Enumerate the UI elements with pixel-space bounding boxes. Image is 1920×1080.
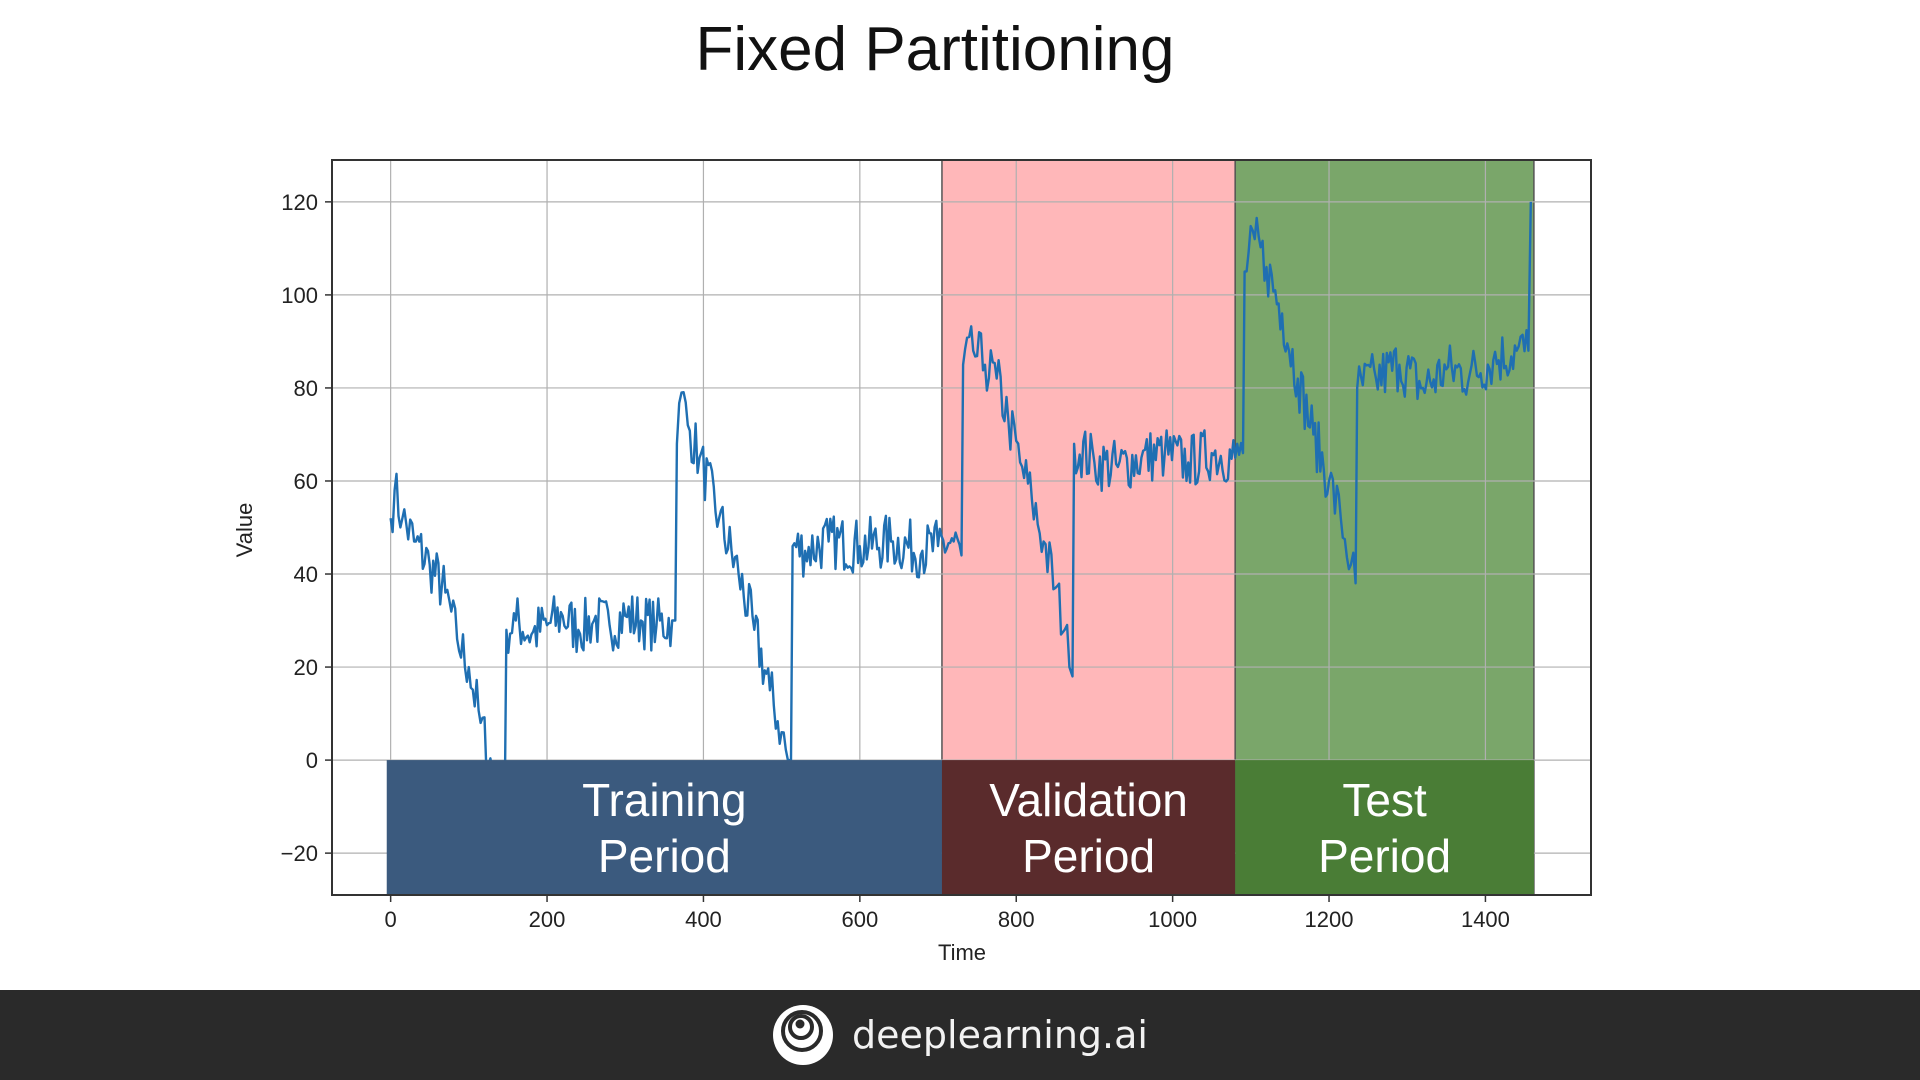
x-tick-label: 400 [685,907,722,932]
plot-frame [331,159,1592,896]
period-label-training: Training [582,774,746,826]
y-tick-label: 0 [306,748,318,773]
x-tick-label: 600 [841,907,878,932]
brand-name: deeplearning.ai [852,1013,1148,1057]
period-label-validation-line2: Period [1022,830,1155,882]
series-line-0 [389,201,1532,859]
y-tick-label: 100 [281,283,318,308]
y-tick-label: −20 [281,841,318,866]
y-tick-label: 120 [281,190,318,215]
y-tick-label: 80 [294,376,318,401]
deeplearning-logo-icon [773,1005,834,1065]
x-tick-label: 1400 [1461,907,1510,932]
period-label-test-line2: Period [1318,830,1451,882]
series-layer [389,201,1532,859]
slide-title: Fixed Partitioning [695,15,1175,84]
period-banner-training [386,760,942,895]
y-axis-label: Value [232,503,257,558]
x-tick-label: 800 [998,907,1035,932]
x-tick-label: 1200 [1305,907,1354,932]
x-tick-label: 0 [385,907,397,932]
period-label-test: Test [1342,774,1427,826]
period-label-validation: Validation [989,774,1188,826]
period-banner-test [1235,760,1534,895]
y-tick-label: 40 [294,562,318,587]
time-series-chart: TrainingPeriodValidationPeriodTestPeriod… [232,159,1592,965]
period-label-training-line2: Period [598,830,731,882]
y-tick-label: 20 [294,655,318,680]
tick-labels-layer: 0 200 400 600 800 1000 1200 1400 −20 0 20 40 60 80 100… [281,190,1510,932]
period-banner-validation [941,760,1236,895]
x-tick-label: 1000 [1148,907,1197,932]
x-tick-label: 200 [529,907,566,932]
footer-bar: deeplearning.ai [0,990,1920,1080]
x-axis-label: Time [938,940,986,965]
y-tick-label: 60 [294,469,318,494]
